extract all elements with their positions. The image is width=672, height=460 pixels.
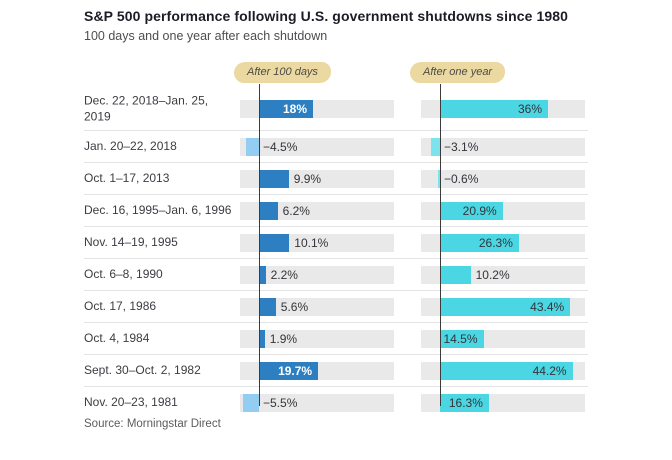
table-row: Nov. 14–19, 1995 10.1% 26.3% — [84, 226, 588, 258]
bar-track-oneyear: 26.3% — [421, 233, 585, 252]
table-row: Oct. 17, 1986 5.6% 43.4% — [84, 290, 588, 322]
row-label-shutdown-dates: Oct. 1–17, 2013 — [84, 170, 170, 185]
bar-track-100days: 9.9% — [240, 169, 394, 188]
bar-oneyear — [440, 361, 573, 380]
bar-value-oneyear: −0.6% — [444, 171, 479, 186]
bar-100days — [259, 233, 290, 252]
bar-value-oneyear: −3.1% — [444, 139, 479, 154]
bar-track-oneyear: −3.1% — [421, 137, 585, 156]
table-row: Sept. 30–Oct. 2, 1982 19.7% 44.2% — [84, 354, 588, 386]
bar-100days — [259, 265, 266, 284]
bar-track-100days: 18% — [240, 100, 394, 118]
bar-track-oneyear: 10.2% — [421, 265, 585, 284]
table-row: Dec. 22, 2018–Jan. 25, 2019 18% 36% — [84, 88, 588, 130]
bar-100days — [242, 393, 259, 412]
bar-value-100days: 5.6% — [280, 299, 309, 314]
bar-oneyear — [440, 201, 503, 220]
chart-title: S&P 500 performance following U.S. gover… — [84, 8, 569, 24]
bar-oneyear — [440, 393, 489, 412]
bar-value-100days: 1.9% — [269, 331, 298, 346]
bar-oneyear — [440, 329, 484, 348]
bar-track-oneyear: 43.4% — [421, 297, 585, 316]
source-note: Source: Morningstar Direct — [84, 418, 221, 430]
bar-100days — [245, 137, 259, 156]
bar-value-oneyear: 43.4% — [530, 299, 565, 314]
bar-oneyear — [430, 137, 440, 156]
bar-value-100days: 10.1% — [294, 235, 329, 250]
bar-track-oneyear: 36% — [421, 100, 585, 118]
bar-track-100days: −4.5% — [240, 137, 394, 156]
bar-track-oneyear: 16.3% — [421, 393, 585, 412]
bar-oneyear — [440, 100, 548, 118]
bar-100days — [259, 201, 278, 220]
bar-100days — [259, 361, 319, 380]
bar-track-100days: 1.9% — [240, 329, 394, 348]
bar-track-100days: 2.2% — [240, 265, 394, 284]
column-header-after-one-year: After one year — [410, 62, 506, 83]
bar-oneyear — [440, 297, 571, 316]
bar-value-oneyear: 14.5% — [443, 331, 478, 346]
row-label-shutdown-dates: Oct. 6–8, 1990 — [84, 266, 163, 281]
bar-value-oneyear: 10.2% — [475, 267, 510, 282]
row-label-shutdown-dates: Oct. 17, 1986 — [84, 298, 157, 313]
table-row: Oct. 6–8, 1990 2.2% 10.2% — [84, 258, 588, 290]
chart-rows: Dec. 22, 2018–Jan. 25, 2019 18% 36% Jan.… — [84, 84, 588, 418]
bar-track-oneyear: −0.6% — [421, 169, 585, 188]
bar-100days — [259, 100, 313, 118]
bar-value-oneyear: 20.9% — [462, 203, 497, 218]
bar-track-oneyear: 20.9% — [421, 201, 585, 220]
row-label-shutdown-dates: Dec. 16, 1995–Jan. 6, 1996 — [84, 202, 232, 217]
table-row: Jan. 20–22, 2018 −4.5% −3.1% — [84, 130, 588, 162]
bar-100days — [259, 297, 276, 316]
bar-value-100days: −5.5% — [263, 395, 298, 410]
bar-value-100days: 6.2% — [282, 203, 310, 218]
baseline-oneyear — [440, 84, 441, 406]
bar-track-oneyear: 44.2% — [421, 361, 585, 380]
bar-value-oneyear: 16.3% — [448, 395, 483, 410]
table-row: Oct. 4, 1984 1.9% 14.5% — [84, 322, 588, 354]
bar-value-100days: 18% — [282, 102, 307, 116]
bar-oneyear — [440, 265, 471, 284]
bar-value-100days: 19.7% — [278, 363, 313, 378]
bar-value-oneyear: 36% — [517, 102, 542, 116]
bar-track-100days: 19.7% — [240, 361, 394, 380]
table-row: Oct. 1–17, 2013 9.9% −0.6% — [84, 162, 588, 194]
row-label-shutdown-dates: Nov. 14–19, 1995 — [84, 234, 178, 249]
row-label-shutdown-dates: Sept. 30–Oct. 2, 1982 — [84, 362, 201, 377]
row-label-shutdown-dates: Jan. 20–22, 2018 — [84, 138, 177, 153]
row-label-shutdown-dates: Nov. 20–23, 1981 — [84, 394, 178, 409]
chart-subtitle: 100 days and one year after each shutdow… — [84, 29, 328, 43]
bar-value-oneyear: 44.2% — [532, 363, 567, 378]
bar-value-100days: −4.5% — [263, 139, 298, 154]
row-label-shutdown-dates: Oct. 4, 1984 — [84, 330, 150, 345]
bar-100days — [259, 329, 265, 348]
bar-track-100days: 6.2% — [240, 201, 394, 220]
bar-track-oneyear: 14.5% — [421, 329, 585, 348]
bar-oneyear — [438, 169, 440, 188]
bar-track-100days: 10.1% — [240, 233, 394, 252]
bar-value-oneyear: 26.3% — [478, 235, 513, 250]
bar-track-100days: 5.6% — [240, 297, 394, 316]
bar-value-100days: 9.9% — [293, 171, 322, 186]
row-label-shutdown-dates: Dec. 22, 2018–Jan. 25, 2019 — [84, 93, 209, 123]
bar-value-100days: 2.2% — [270, 267, 298, 282]
bar-oneyear — [440, 233, 519, 252]
baseline-100days — [259, 84, 260, 406]
column-header-after-100-days: After 100 days — [234, 62, 331, 83]
table-row: Dec. 16, 1995–Jan. 6, 1996 6.2% 20.9% — [84, 194, 588, 226]
bar-track-100days: −5.5% — [240, 393, 394, 412]
bar-100days — [259, 169, 289, 188]
table-row: Nov. 20–23, 1981 −5.5% 16.3% — [84, 386, 588, 418]
